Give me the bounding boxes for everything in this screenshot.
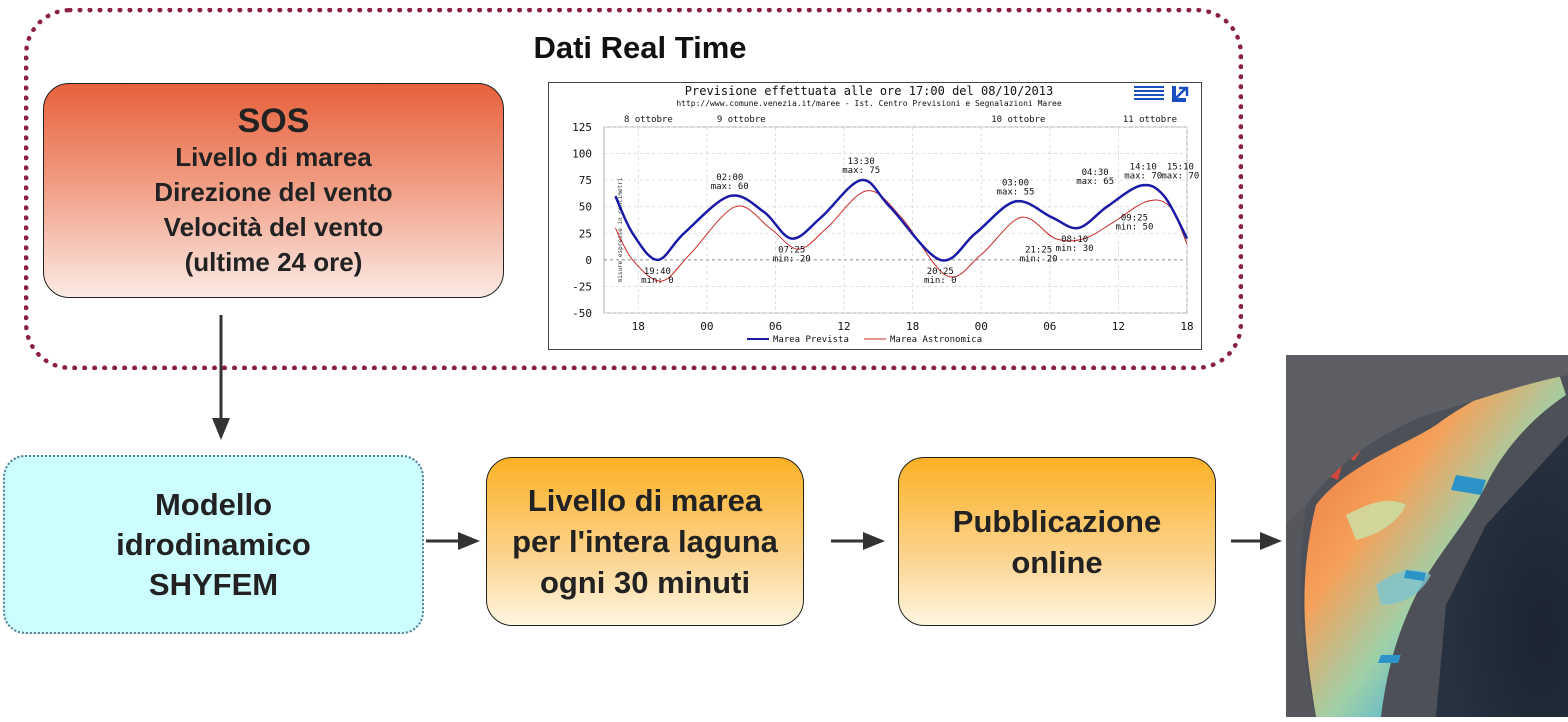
annotation-value: max: 55 <box>997 187 1035 197</box>
annotation-time: 08:10 <box>1061 235 1088 245</box>
sos-line: Direzione del vento <box>154 176 393 207</box>
annotation-value: min: 20 <box>1020 255 1058 265</box>
legend-label-predicted: Marea Prevista <box>773 335 849 345</box>
chart-logo-icon <box>1133 84 1189 103</box>
arrow-publication-to-map <box>1231 532 1282 550</box>
lagoon-map-image <box>1286 355 1568 717</box>
annotation-time: 15:10 <box>1167 162 1194 172</box>
y-tick-label: 50 <box>579 201 592 214</box>
arrow-sos-to-model <box>212 315 230 440</box>
x-tick-label: 00 <box>700 320 713 333</box>
x-tick-label: 06 <box>769 320 782 333</box>
arrow-tide-to-publication <box>831 532 885 550</box>
legend-label-astronomical: Marea Astronomica <box>890 335 982 345</box>
y-axis-label: misure espresse in centimetri <box>617 177 624 282</box>
annotation-time: 14:10 <box>1130 162 1157 172</box>
tide-output-line: Livello di marea <box>527 483 763 518</box>
annotation-value: min: 50 <box>1115 223 1153 233</box>
x-tick-label: 06 <box>1043 320 1056 333</box>
sos-line: Livello di marea <box>175 141 372 172</box>
annotation-value: min: 30 <box>1056 244 1094 254</box>
tide-output-box: Livello di marea per l'intera laguna ogn… <box>486 457 804 626</box>
publication-box: Pubblicazione online <box>898 457 1216 626</box>
y-tick-label: 0 <box>585 254 592 267</box>
x-tick-label: 18 <box>1180 320 1193 333</box>
y-tick-label: -25 <box>572 280 592 293</box>
annotation-value: min: 20 <box>773 255 811 265</box>
publication-line: Pubblicazione <box>952 503 1162 539</box>
shyfem-model-box: Modello idrodinamico SHYFEM <box>3 455 424 634</box>
chart-subtitle: http://www.comune.venezia.it/maree - Ist… <box>676 99 1061 108</box>
y-tick-label: 75 <box>579 174 592 187</box>
annotation-time: 02:00 <box>716 173 743 183</box>
y-tick-label: 125 <box>572 121 592 134</box>
annotation-time: 13:30 <box>848 157 875 167</box>
publication-line: online <box>1011 544 1103 580</box>
sos-line: Velocità del vento <box>163 211 384 242</box>
sos-heading: SOS <box>237 101 310 140</box>
sos-line: (ultime 24 ore) <box>184 246 363 277</box>
x-tick-label: 12 <box>837 320 850 333</box>
annotation-value: min: 0 <box>641 276 674 286</box>
model-line: SHYFEM <box>148 566 279 602</box>
real-time-data-frame <box>24 8 1243 370</box>
annotation-time: 04:30 <box>1082 168 1109 178</box>
chart-title: Previsione effettuata alle ore 17:00 del… <box>685 84 1053 98</box>
date-label: 9 ottobre <box>717 115 766 125</box>
annotation-value: max: 70 <box>1124 171 1162 181</box>
series-line-predicted <box>614 178 1189 262</box>
annotation-time: 20:25 <box>927 267 954 277</box>
tide-output-line: per l'intera laguna <box>512 524 778 559</box>
tide-chart: Previsione effettuata alle ore 17:00 del… <box>548 82 1202 350</box>
annotation-time: 09:25 <box>1121 214 1148 224</box>
annotation-value: max: 75 <box>842 166 880 176</box>
y-tick-label: -50 <box>572 307 592 320</box>
date-label: 11 ottobre <box>1123 115 1177 125</box>
annotation-value: max: 65 <box>1076 177 1114 187</box>
annotation-time: 21:25 <box>1025 246 1052 256</box>
annotation-value: max: 60 <box>711 182 749 192</box>
y-tick-label: 25 <box>579 227 592 240</box>
date-label: 8 ottobre <box>624 115 673 125</box>
tide-output-line: ogni 30 minuti <box>539 565 751 600</box>
x-tick-label: 18 <box>632 320 645 333</box>
date-label: 10 ottobre <box>991 115 1045 125</box>
annotation-time: 03:00 <box>1002 178 1029 188</box>
annotation-time: 19:40 <box>644 267 671 277</box>
series-line-astronomical <box>614 190 1188 282</box>
frame-title: Dati Real Time <box>533 30 747 65</box>
model-line: idrodinamico <box>116 526 311 562</box>
arrow-model-to-tide <box>426 532 480 550</box>
y-tick-label: 100 <box>572 148 592 161</box>
sos-box: SOS Livello di marea Direzione del vento… <box>43 83 504 298</box>
annotation-time: 07:25 <box>778 246 805 256</box>
tide-chart-svg: Previsione effettuata alle ore 17:00 del… <box>572 84 1199 345</box>
annotation-value: min: 0 <box>924 276 957 286</box>
x-tick-label: 18 <box>906 320 919 333</box>
x-tick-label: 00 <box>975 320 988 333</box>
annotation-value: max: 70 <box>1161 171 1199 181</box>
x-tick-label: 12 <box>1112 320 1125 333</box>
model-line: Modello <box>154 486 273 522</box>
